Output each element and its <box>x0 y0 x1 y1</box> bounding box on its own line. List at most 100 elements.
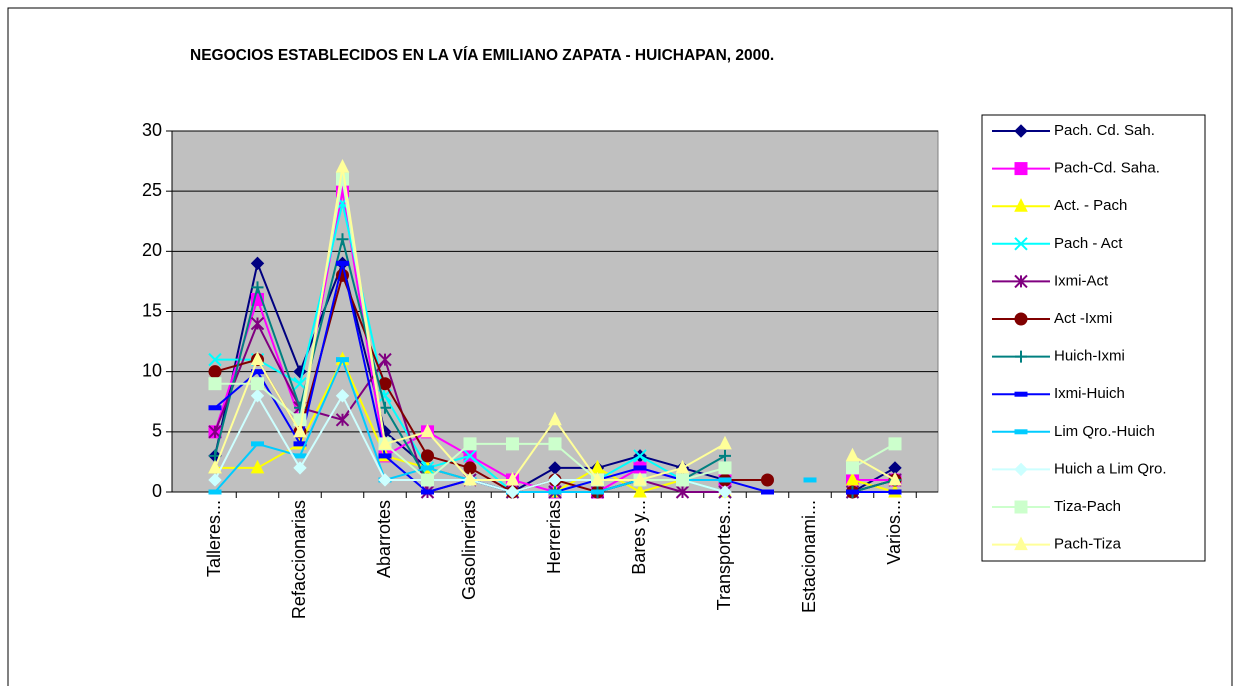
marker <box>208 365 222 379</box>
legend-label: Pach. Cd. Sah. <box>1054 122 1155 139</box>
x-tick-label: Estacionami... <box>799 500 819 613</box>
y-tick-label: 30 <box>142 120 162 140</box>
marker <box>590 471 605 486</box>
legend-label: Tiza-Pach <box>1054 498 1121 515</box>
marker <box>208 459 222 474</box>
marker <box>421 465 434 471</box>
marker <box>208 352 222 367</box>
marker <box>888 471 902 486</box>
legend-label: Pach-Tiza <box>1054 536 1122 553</box>
y-tick-label: 0 <box>152 481 162 501</box>
marker <box>719 449 731 462</box>
marker <box>208 489 222 495</box>
marker <box>1014 429 1028 435</box>
marker <box>1015 350 1027 363</box>
marker <box>888 489 902 495</box>
marker <box>548 473 562 487</box>
marker <box>718 435 732 450</box>
x-tick-label: Varios... <box>884 500 904 565</box>
marker <box>421 489 434 495</box>
x-tick-label: Talleres... <box>204 500 224 577</box>
marker <box>336 357 349 363</box>
marker <box>761 489 774 495</box>
marker <box>250 389 265 403</box>
marker <box>1014 274 1028 289</box>
marker <box>463 449 477 463</box>
x-tick-label: Transportes... <box>714 500 734 610</box>
marker <box>675 459 690 474</box>
x-tick-label: Bares y... <box>629 500 649 575</box>
marker <box>378 453 392 459</box>
legend-label: Act. - Pach <box>1054 197 1127 214</box>
marker <box>336 233 349 246</box>
marker <box>421 473 434 487</box>
marker <box>718 477 732 483</box>
y-tick-label: 25 <box>142 180 162 200</box>
marker <box>463 437 477 451</box>
marker <box>1014 462 1028 477</box>
marker <box>718 485 732 499</box>
legend-label: Pach-Cd. Saha. <box>1054 160 1160 177</box>
legend <box>981 114 1206 562</box>
marker <box>633 449 647 463</box>
marker <box>1014 500 1028 514</box>
chart-title: NEGOCIOS ESTABLECIDOS EN LA VÍA EMILIANO… <box>190 47 774 64</box>
marker <box>208 425 222 439</box>
marker <box>251 441 264 447</box>
legend-label: Ixmi-Act <box>1054 272 1109 289</box>
marker <box>378 435 392 450</box>
y-tick-label: 20 <box>142 240 162 260</box>
marker <box>336 172 349 186</box>
marker <box>1014 312 1028 326</box>
marker <box>845 471 860 486</box>
marker <box>633 471 647 486</box>
marker <box>378 352 392 367</box>
marker <box>293 453 307 459</box>
marker <box>293 461 307 475</box>
marker <box>251 281 264 294</box>
x-tick-label: Gasolinerias <box>459 500 479 600</box>
marker <box>846 461 859 475</box>
y-tick-label: 15 <box>142 300 162 320</box>
marker <box>1014 237 1028 251</box>
marker <box>803 477 817 483</box>
marker <box>506 437 519 451</box>
marker <box>548 489 562 495</box>
marker <box>421 449 434 463</box>
marker <box>1014 124 1028 138</box>
marker <box>1014 162 1028 176</box>
x-tick-label: Refaccionarias <box>289 500 309 619</box>
marker <box>548 437 562 451</box>
marker <box>1014 198 1028 212</box>
marker <box>420 423 435 438</box>
marker <box>846 489 859 495</box>
marker <box>505 485 520 499</box>
marker <box>379 401 391 414</box>
legend-label: Act -Ixmi <box>1054 310 1112 327</box>
marker <box>293 376 307 391</box>
marker <box>208 405 222 411</box>
legend-label: Huich-Ixmi <box>1054 348 1125 365</box>
y-tick-label: 5 <box>152 421 162 441</box>
marker <box>1014 536 1028 551</box>
legend-label: Lim Qro.-Huich <box>1054 423 1155 440</box>
marker <box>675 485 690 499</box>
marker <box>591 489 604 495</box>
marker <box>293 423 307 438</box>
marker <box>335 413 350 427</box>
marker <box>676 473 689 487</box>
marker <box>845 447 860 462</box>
marker <box>1014 391 1028 397</box>
x-tick-label: Abarrotes <box>374 500 394 578</box>
marker <box>250 459 265 474</box>
marker <box>505 471 520 486</box>
marker <box>335 158 350 173</box>
marker <box>250 351 265 366</box>
marker <box>208 377 222 391</box>
y-tick-label: 10 <box>142 360 162 380</box>
legend-label: Huich a Lim Qro. <box>1054 460 1167 477</box>
marker <box>250 316 265 331</box>
marker <box>336 260 349 266</box>
marker <box>761 473 774 487</box>
